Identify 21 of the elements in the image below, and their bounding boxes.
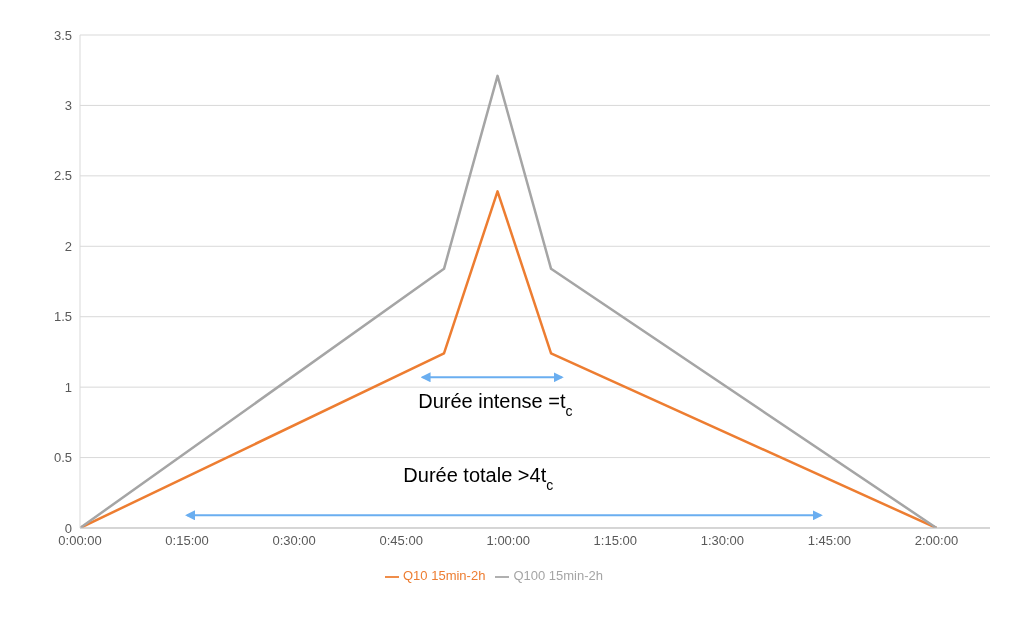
- x-tick-label: 1:45:00: [807, 533, 852, 549]
- legend-label: Q100 15min-2h: [513, 568, 603, 583]
- y-tick-label: 0.5: [53, 450, 72, 466]
- x-tick-label: 0:00:00: [58, 533, 102, 549]
- x-tick-label: 1:30:00: [700, 533, 745, 549]
- x-tick-label: 1:00:00: [486, 533, 530, 549]
- y-tick-label: 3.5: [53, 27, 72, 43]
- annotation: Durée totale >4t$_{c}$: [403, 463, 554, 493]
- y-tick-label: 2.5: [53, 168, 72, 184]
- x-tick-label: 0:15:00: [165, 533, 209, 549]
- y-tick-label: 0: [64, 520, 72, 536]
- y-tick-label: 2: [64, 238, 72, 254]
- x-tick-label: 1:15:00: [593, 533, 637, 549]
- y-tick-label: 1.5: [53, 309, 72, 325]
- legend-label: Q10 15min-2h: [402, 568, 486, 583]
- x-tick-label: 0:30:00: [272, 533, 316, 549]
- x-tick-label: 2:00:00: [914, 533, 959, 549]
- x-tick-label: 0:45:00: [379, 533, 423, 549]
- y-tick-label: 1: [64, 379, 72, 395]
- annotation: Durée intense =t$_{c}$: [418, 390, 573, 420]
- y-tick-label: 3: [64, 98, 72, 114]
